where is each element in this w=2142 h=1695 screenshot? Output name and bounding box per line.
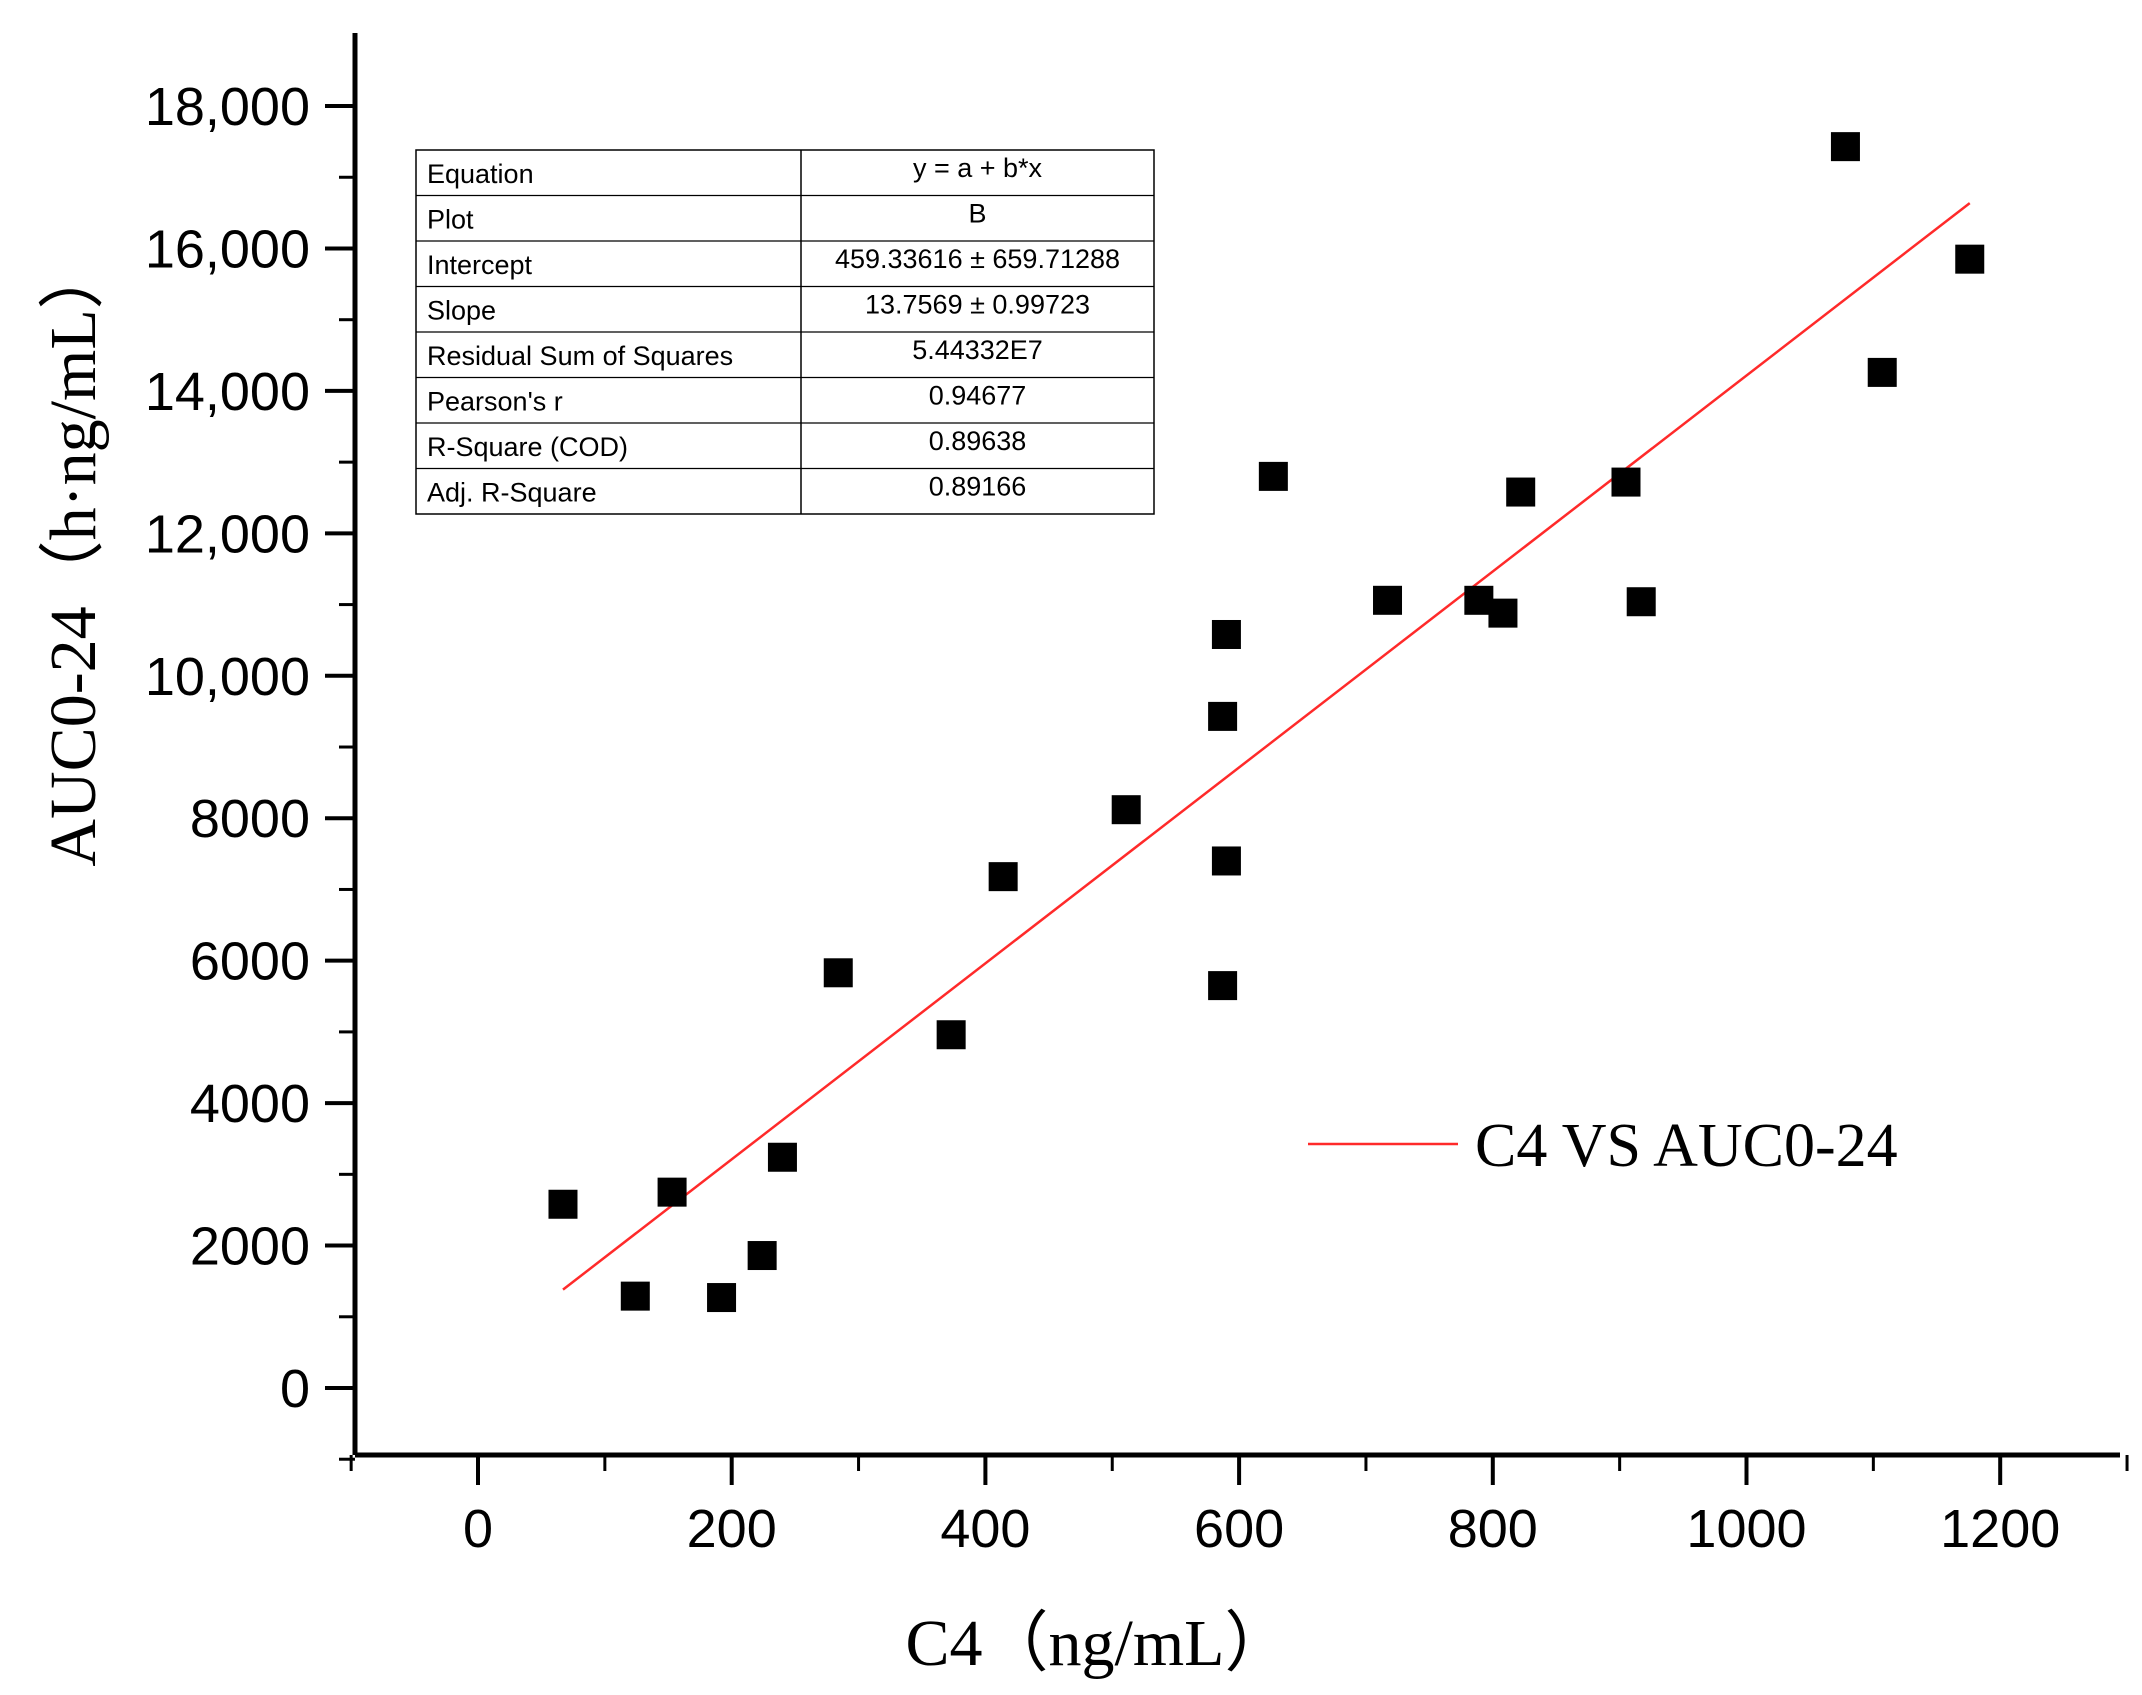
data-point (657, 1177, 687, 1207)
y-ticks: 0 2000 4000 6000 8000 10,000 12,000 14,000 16,00… (145, 77, 355, 1461)
y-tick-label: 4000 (190, 1074, 310, 1134)
stats-row-value: 0.94677 (929, 380, 1027, 410)
data-point (1867, 357, 1897, 387)
legend: C4 VS AUC0-24 (1308, 1112, 1898, 1180)
data-point (1626, 587, 1656, 617)
data-point (1211, 846, 1241, 876)
stats-row-label: Equation (427, 159, 534, 189)
data-point (767, 1142, 797, 1172)
x-tick-label: 400 (940, 1499, 1030, 1559)
data-point (1373, 585, 1403, 615)
x-tick-label: 200 (687, 1499, 777, 1559)
y-tick-label: 16,000 (145, 219, 310, 279)
data-point (1506, 477, 1536, 507)
stats-row-label: Pearson's r (427, 386, 563, 416)
fit-line-layer (562, 202, 1971, 1291)
stats-row-value: 0.89638 (929, 426, 1027, 456)
stats-row-label: Plot (427, 204, 474, 234)
data-point (707, 1283, 737, 1313)
data-point (548, 1189, 578, 1219)
data-point (747, 1241, 777, 1271)
data-point (1208, 701, 1238, 731)
x-tick-label: 1000 (1686, 1499, 1806, 1559)
stats-row-value: 13.7569 ± 0.99723 (865, 289, 1090, 319)
y-tick-label: 10,000 (145, 647, 310, 707)
y-axis-title: AUC0-24（h·ng/mL） (37, 243, 110, 866)
data-point (1211, 619, 1241, 649)
y-tick-label: 12,000 (145, 504, 310, 564)
data-point (988, 862, 1018, 892)
y-tick-label: 14,000 (145, 362, 310, 422)
data-point (1208, 971, 1238, 1001)
data-point (1258, 461, 1288, 491)
stats-row-label: R-Square (COD) (427, 432, 628, 462)
x-tick-label: 800 (1448, 1499, 1538, 1559)
data-point (1955, 244, 1985, 274)
stats-row-value: 5.44332E7 (912, 335, 1043, 365)
y-tick-label: 18,000 (145, 77, 310, 137)
y-tick-label: 2000 (190, 1217, 310, 1277)
stats-row-value: 459.33616 ± 659.71288 (835, 244, 1120, 274)
legend-label: C4 VS AUC0-24 (1475, 1112, 1898, 1180)
fit-statistics-table: Equation y = a + b*x Plot B Intercept 459.336… (415, 149, 1155, 515)
x-ticks: 0 200 400 600 800 1000 1200 (349, 1455, 2129, 1559)
x-tick-label: 600 (1194, 1499, 1284, 1559)
y-tick-label: 6000 (190, 932, 310, 992)
stats-row-label: Adj. R-Square (427, 477, 597, 507)
y-tick-label: 8000 (190, 789, 310, 849)
x-tick-label: 1200 (1940, 1499, 2060, 1559)
data-point (936, 1020, 966, 1050)
stats-row-label: Residual Sum of Squares (427, 341, 733, 371)
data-point (823, 958, 853, 988)
stats-row-value: 0.89166 (929, 471, 1027, 501)
data-point (1488, 598, 1518, 628)
data-point (1111, 795, 1141, 825)
data-points (548, 132, 1985, 1313)
x-axis-title: C4（ng/mL） (905, 1607, 1290, 1680)
stats-row-label: Intercept (427, 250, 533, 280)
fit-line (562, 202, 1971, 1291)
x-tick-label: 0 (463, 1499, 493, 1559)
data-point (620, 1281, 650, 1311)
data-point (1611, 467, 1641, 497)
stats-row-label: Slope (427, 295, 496, 325)
data-point (1830, 132, 1860, 162)
stats-row-value: y = a + b*x (913, 153, 1043, 183)
y-tick-label: 0 (280, 1359, 310, 1419)
stats-row-value: B (968, 198, 986, 228)
